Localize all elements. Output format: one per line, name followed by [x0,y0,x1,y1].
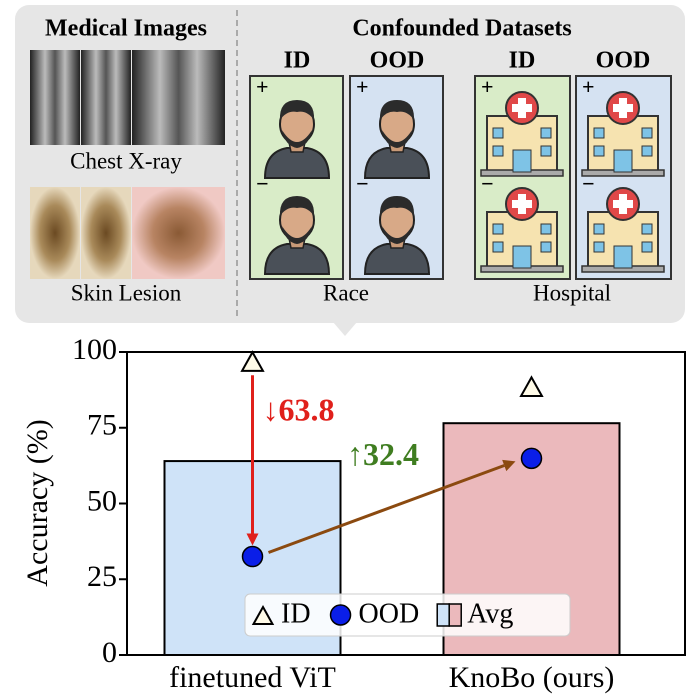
sign: + [481,74,494,99]
annotation: ↑32.4 [347,436,419,472]
legend-marker [251,604,275,625]
legend-marker [448,603,462,627]
arrow-head [502,459,516,472]
legend-marker [329,604,352,626]
panel-title: Medical Images [45,16,207,42]
sign: − [481,171,494,196]
skin-images [30,187,225,279]
sign: − [256,171,269,196]
group-label: Hospital [533,280,611,305]
y-axis-label: Accuracy (%) [21,419,54,586]
y-tick-label: 100 [72,333,117,366]
group-label: Race [323,280,369,305]
race-group [249,75,444,280]
ood-marker [520,447,543,470]
legend-box [244,593,571,637]
column-label: ID [509,48,536,74]
signs: + − + − + − + − [256,74,595,196]
y-tick-label: 0 [102,636,117,669]
legend-marker [436,603,450,627]
x-tick-label: finetuned ViT [169,661,336,694]
sign: + [256,74,269,99]
image-caption: Chest X-ray [70,148,182,173]
y-tick-label: 25 [87,560,117,593]
x-tick-label: KnoBo (ours) [449,661,615,694]
column-label: ID [284,48,311,74]
sign: − [582,171,595,196]
sign: + [356,74,369,99]
panel-pointer [333,322,357,336]
legend-label: Avg [467,598,513,629]
id-marker [519,375,544,398]
column-label: OOD [596,48,651,74]
sign: + [582,74,595,99]
xray-images [30,50,225,145]
panel-title: Confounded Datasets [352,16,571,42]
y-tick-label: 75 [87,409,117,442]
arrow [267,464,505,554]
legend-label: OOD [359,598,420,629]
arrow-head [246,533,259,546]
sign: − [356,171,369,196]
column-label: OOD [370,48,425,74]
y-tick-label: 50 [87,484,117,517]
annotation: ↓63.8 [263,392,335,428]
id-marker [240,350,265,372]
hospital-group [474,75,672,280]
ood-marker [241,545,264,568]
legend-label: ID [281,598,311,629]
image-caption: Skin Lesion [71,280,182,305]
chart: Accuracy (%) 0 25 50 75 100 ↓63.8 ↑32.4 finetun… [21,333,686,694]
